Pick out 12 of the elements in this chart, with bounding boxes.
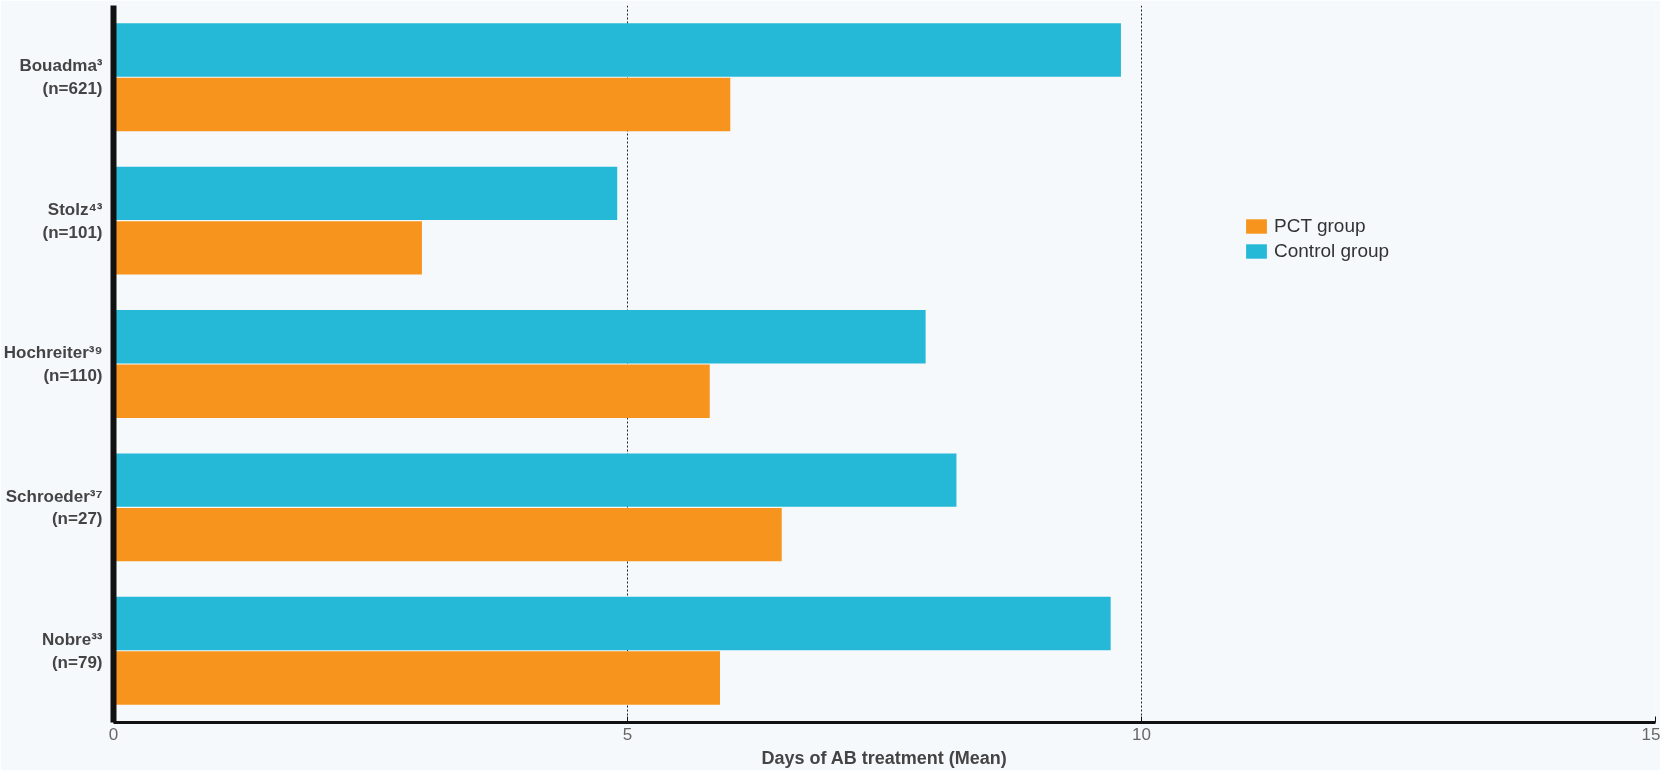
- legend-label: Control group: [1274, 240, 1390, 262]
- x-axis-title: Days of AB treatment (Mean): [761, 747, 1007, 768]
- y-tick-label: Schroeder³⁷ (n=27): [5, 486, 103, 529]
- y-tick-label: Nobre³³ (n=79): [42, 629, 103, 672]
- x-tick-label: 0: [108, 724, 119, 744]
- x-tick-label: 10: [1132, 724, 1151, 744]
- x-tick-label: 5: [622, 724, 633, 744]
- x-tick-label: 15: [1641, 724, 1661, 744]
- y-tick-label: Stolz⁴³ (n=101): [42, 199, 103, 242]
- y-tick-label: Bouadma³ (n=621): [19, 56, 103, 99]
- y-tick-label: Hochreiter³⁹ (n=110): [3, 343, 103, 385]
- legend-label: PCT group: [1274, 215, 1366, 237]
